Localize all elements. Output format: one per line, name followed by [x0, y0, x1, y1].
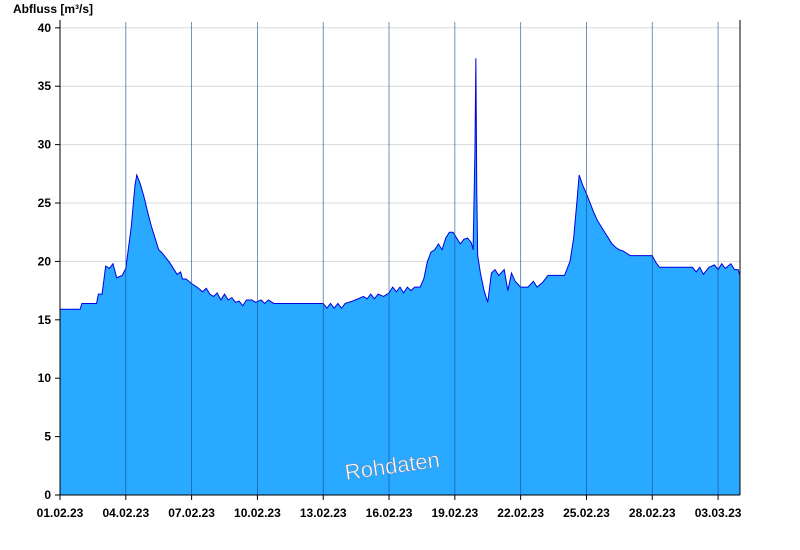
y-tick-label-8: 40: [38, 21, 52, 35]
x-tick-label-10: 03.03.23: [695, 506, 742, 520]
x-tick-label-1: 04.02.23: [102, 506, 149, 520]
x-tick-label-9: 28.02.23: [629, 506, 676, 520]
discharge-line: [60, 58, 741, 310]
x-tick-label-2: 07.02.23: [168, 506, 215, 520]
x-tick-label-5: 16.02.23: [366, 506, 413, 520]
x-tick-label-4: 13.02.23: [300, 506, 347, 520]
y-tick-label-4: 20: [38, 254, 52, 268]
y-tick-label-3: 15: [38, 313, 52, 327]
x-tick-label-0: 01.02.23: [37, 506, 84, 520]
discharge-area: [60, 58, 740, 495]
y-tick-label-2: 10: [38, 371, 52, 385]
x-tick-label-8: 25.02.23: [563, 506, 610, 520]
y-tick-label-7: 35: [38, 79, 52, 93]
y-axis-label: Abfluss [m³/s]: [13, 2, 93, 16]
x-tick-label-6: 19.02.23: [431, 506, 478, 520]
y-tick-label-1: 5: [44, 430, 51, 444]
x-tick-label-7: 22.02.23: [497, 506, 544, 520]
y-tick-label-6: 30: [38, 138, 52, 152]
y-tick-label-5: 25: [38, 196, 52, 210]
y-tick-label-0: 0: [44, 488, 51, 502]
x-tick-label-3: 10.02.23: [234, 506, 281, 520]
